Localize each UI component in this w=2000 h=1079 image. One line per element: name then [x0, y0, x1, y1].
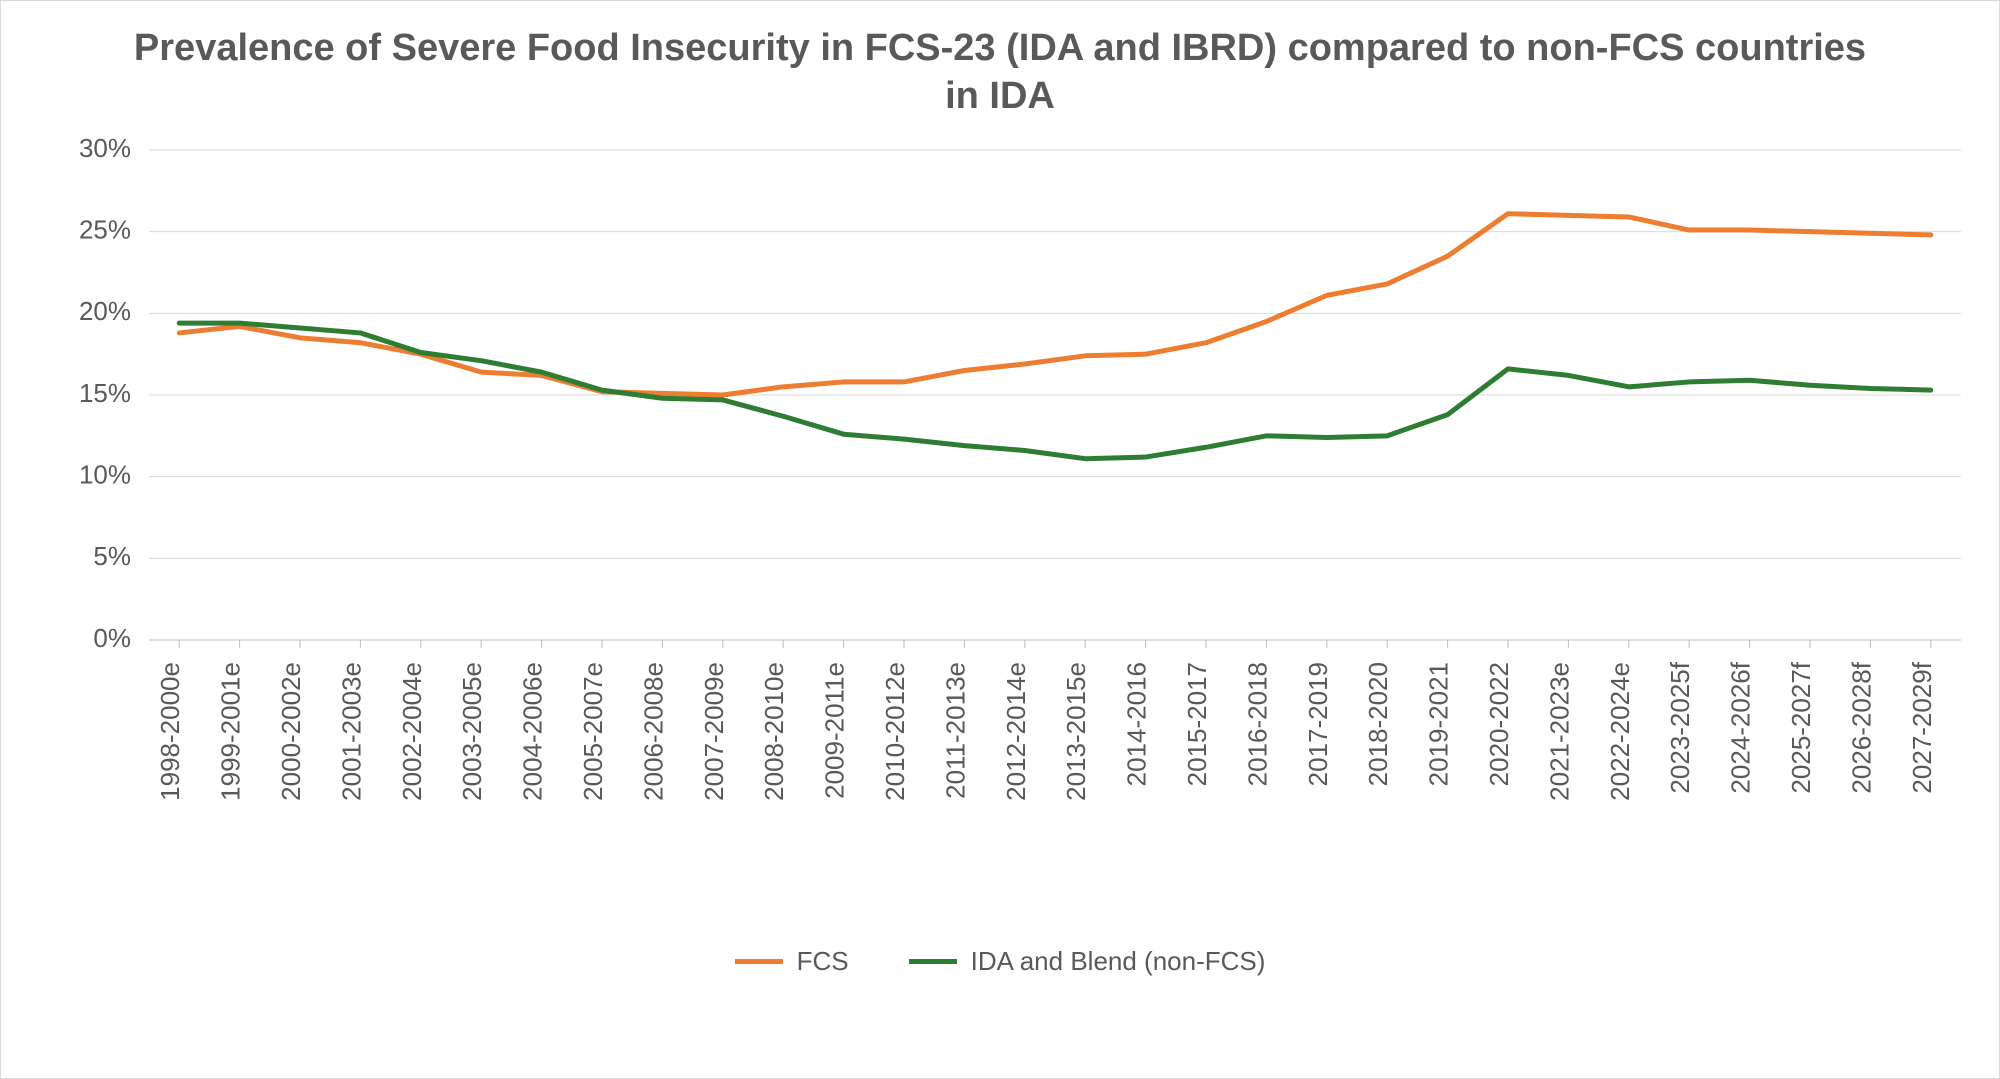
x-tick-label: 2027-2029f — [1907, 661, 1937, 793]
legend-label: IDA and Blend (non-FCS) — [971, 946, 1266, 977]
x-tick-label: 1998-2000e — [155, 662, 185, 801]
x-tick-label: 2020-2022 — [1484, 662, 1514, 786]
x-tick-label: 2019-2021 — [1424, 662, 1454, 786]
x-tick-label: 2014-2016 — [1122, 662, 1152, 786]
x-tick-label: 2011-2013e — [940, 662, 970, 799]
x-tick-label: 2001-2003e — [336, 662, 366, 801]
x-tick-label: 2009-2011e — [820, 662, 850, 799]
series-line — [179, 214, 1931, 395]
y-tick-label: 10% — [79, 460, 131, 490]
x-tick-label: 2023-2025f — [1665, 661, 1695, 793]
x-tick-label: 2022-2024e — [1605, 662, 1635, 801]
x-tick-label: 2004-2006e — [518, 662, 548, 801]
x-tick-label: 2018-2020 — [1363, 662, 1393, 786]
x-tick-label: 2000-2002e — [276, 662, 306, 801]
x-tick-label: 2024-2026f — [1726, 661, 1756, 793]
series-line — [179, 323, 1931, 459]
x-tick-label: 2026-2028f — [1846, 661, 1876, 793]
legend-label: FCS — [797, 946, 849, 977]
y-tick-label: 20% — [79, 296, 131, 326]
y-tick-label: 0% — [93, 623, 131, 653]
x-tick-label: 2007-2009e — [699, 662, 729, 801]
legend-swatch — [735, 959, 783, 964]
x-tick-label: 2010-2012e — [880, 662, 910, 801]
x-tick-label: 2025-2027f — [1786, 661, 1816, 793]
legend-swatch — [909, 959, 957, 964]
line-chart-svg: 0% 5% 10% 15% 20% 25% 30% 1998-2000e 1999-2001e 2… — [1, 130, 2000, 940]
y-tick-label: 25% — [79, 215, 131, 245]
x-tick-label: 2008-2010e — [759, 662, 789, 801]
y-tick-label: 15% — [79, 378, 131, 408]
x-tick-label: 2002-2004e — [397, 662, 427, 801]
x-tick-label: 1999-2001e — [216, 662, 246, 801]
x-tick-label: 2013-2015e — [1061, 662, 1091, 801]
x-tick-label: 2003-2005e — [457, 662, 487, 801]
legend: FCS IDA and Blend (non-FCS) — [1, 946, 1999, 977]
chart-title: Prevalence of Severe Food Insecurity in … — [1, 1, 1999, 130]
x-tick-label: 2017-2019 — [1303, 662, 1333, 786]
x-tick-label: 2005-2007e — [578, 662, 608, 801]
y-tick-label: 30% — [79, 133, 131, 163]
plot-area: 0% 5% 10% 15% 20% 25% 30% 1998-2000e 1999-2001e 2… — [1, 130, 1999, 940]
x-tick-label: 2006-2008e — [638, 662, 668, 801]
x-tick-label: 2015-2017 — [1182, 662, 1212, 786]
legend-item: IDA and Blend (non-FCS) — [909, 946, 1266, 977]
legend-item: FCS — [735, 946, 849, 977]
y-tick-label: 5% — [93, 541, 131, 571]
x-tick-label: 2012-2014e — [1001, 662, 1031, 801]
x-tick-label: 2016-2018 — [1242, 662, 1272, 786]
chart-container: Prevalence of Severe Food Insecurity in … — [0, 0, 2000, 1079]
x-tick-label: 2021-2023e — [1544, 662, 1574, 801]
